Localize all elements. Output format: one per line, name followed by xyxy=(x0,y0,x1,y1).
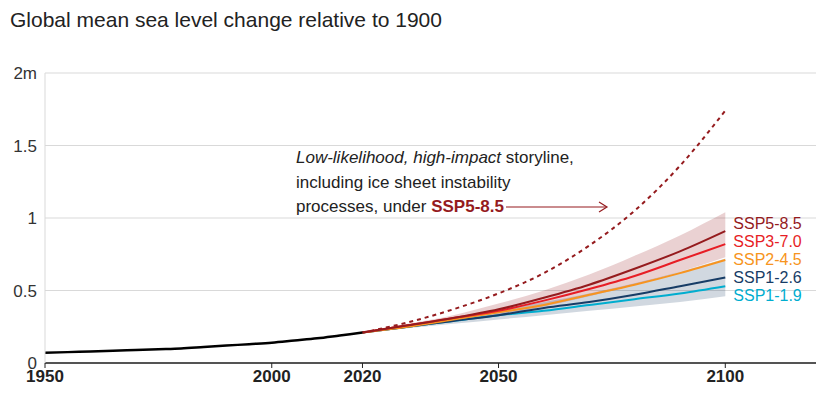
html-text:SSP1-2.6: SSP1-2.6 xyxy=(733,268,802,286)
svg-text:1: 1 xyxy=(28,209,37,228)
html-text:Low-likelihood, high-impact st: Low-likelihood, high-impact storyline, xyxy=(296,148,574,167)
svg-text:2100: 2100 xyxy=(706,367,744,386)
html-text:SSP5-8.5: SSP5-8.5 xyxy=(733,214,802,232)
html-text:SSP2-4.5: SSP2-4.5 xyxy=(733,250,802,268)
html-text:including ice sheet instabilit: including ice sheet instability xyxy=(296,172,511,192)
svg-text:0.5: 0.5 xyxy=(13,282,37,301)
svg-text:1.5: 1.5 xyxy=(13,137,37,156)
html-text:processes, under SSP5-8.5: processes, under SSP5-8.5 xyxy=(296,197,504,216)
svg-text:2050: 2050 xyxy=(480,367,518,386)
svg-text:2m: 2m xyxy=(13,64,37,83)
html-text:SSP3-7.0: SSP3-7.0 xyxy=(733,232,802,250)
svg-text:0: 0 xyxy=(28,354,37,373)
svg-text:2020: 2020 xyxy=(344,367,382,386)
svg-text:2000: 2000 xyxy=(253,367,291,386)
html-text:SSP1-1.9: SSP1-1.9 xyxy=(733,286,802,304)
svg-text:1950: 1950 xyxy=(26,367,64,387)
html-text:Global mean sea level change r: Global mean sea level change relative to… xyxy=(10,8,442,31)
